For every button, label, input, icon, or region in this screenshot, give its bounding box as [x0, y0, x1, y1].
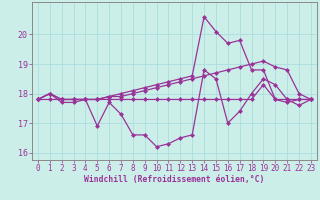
X-axis label: Windchill (Refroidissement éolien,°C): Windchill (Refroidissement éolien,°C) — [84, 175, 265, 184]
